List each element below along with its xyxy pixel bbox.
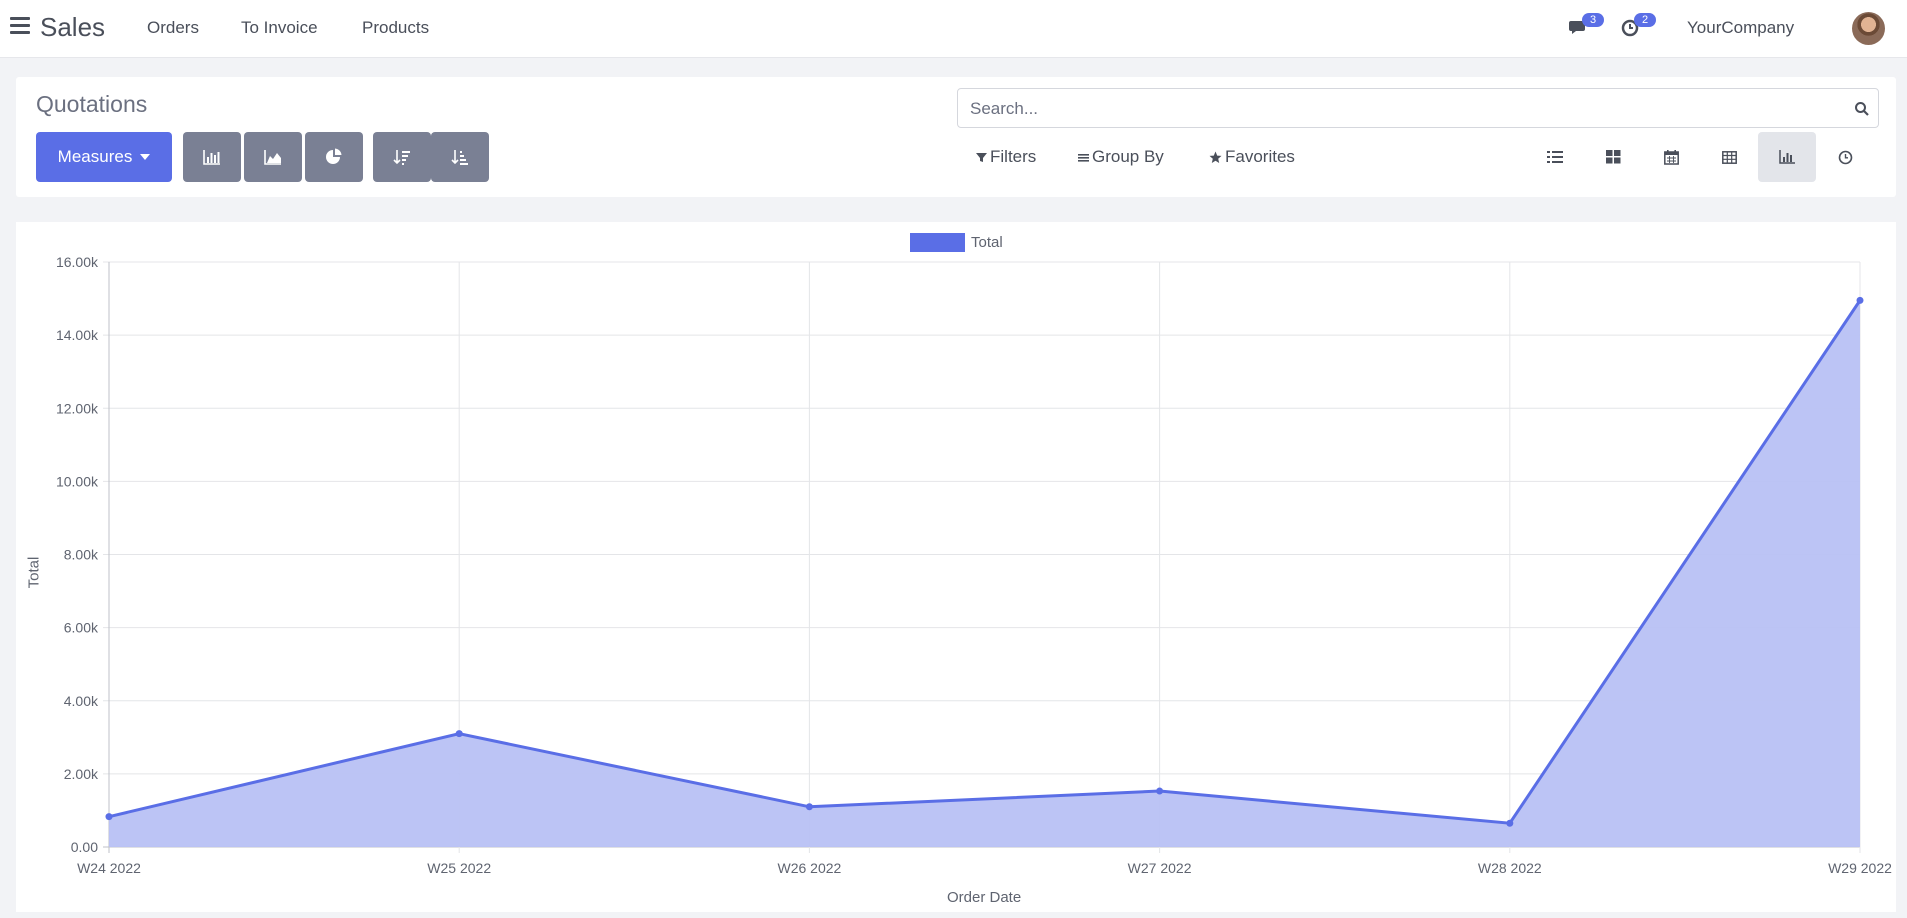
graph-view-icon [1779,150,1795,164]
messages-count-badge: 3 [1582,13,1604,27]
clock-view-icon [1838,150,1852,164]
app-title[interactable]: Sales [40,12,106,42]
search-bar [957,88,1879,129]
nav-link-orders[interactable]: Orders [147,18,199,37]
search-icon[interactable] [1854,101,1870,117]
legend-label-total[interactable]: Total [971,234,1003,251]
y-tick-label: 16.00k [56,254,99,270]
filters-label: Filters [990,147,1037,166]
y-tick-label: 10.00k [56,473,99,489]
measures-label: Measures [57,147,133,166]
calendar-view-icon [1663,149,1679,165]
legend-swatch-total[interactable] [910,233,965,252]
y-axis-label-wrap: Total [25,552,48,592]
data-point[interactable] [805,803,813,811]
nav-link-products[interactable]: Products [362,18,430,37]
control-panel: Quotations Measures [16,77,1896,197]
chat-icon [1569,21,1585,34]
y-tick-label: 4.00k [64,693,99,709]
activities-button[interactable]: 2 [1620,13,1656,40]
view-pivot-button[interactable] [1700,132,1758,182]
y-axis-label: Total [25,556,43,589]
measures-dropdown-button[interactable]: Measures [36,132,172,182]
bar-chart-icon [203,150,220,165]
y-tick-label: 8.00k [64,547,99,563]
star-icon [1209,151,1222,163]
list-view-icon [1547,151,1563,163]
data-point[interactable] [1506,819,1514,827]
x-tick-label: W26 2022 [777,860,841,876]
data-point[interactable] [455,730,463,738]
activities-count-badge: 2 [1634,13,1656,27]
sort-desc-icon [393,150,410,165]
view-graph-button[interactable] [1758,132,1816,182]
caret-down-icon [140,154,151,160]
data-point[interactable] [1156,787,1164,795]
y-tick-label: 2.00k [64,766,99,782]
group-by-label: Group By [1092,147,1164,166]
table-view-icon [1721,150,1737,164]
hamburger-menu-icon[interactable] [10,17,30,35]
top-navbar: Sales Orders To Invoice Products 3 2 You… [0,0,1907,58]
y-tick-label: 6.00k [64,620,99,636]
view-list-button[interactable] [1526,132,1584,182]
data-point[interactable] [105,813,113,821]
search-input[interactable] [968,89,1832,129]
nav-link-to-invoice[interactable]: To Invoice [241,18,318,37]
line-chart-button[interactable] [244,132,302,182]
filter-icon [976,152,987,162]
x-tick-label: W27 2022 [1128,860,1192,876]
favorites-dropdown[interactable]: Favorites [1209,147,1295,167]
filters-dropdown[interactable]: Filters [976,147,1036,167]
x-axis-label: Order Date [947,889,1022,906]
favorites-label: Favorites [1225,147,1295,166]
sort-descending-button[interactable] [373,132,431,182]
x-tick-label: W25 2022 [427,860,491,876]
series-line-total [108,299,1862,825]
bar-chart-button[interactable] [183,132,241,182]
user-avatar[interactable] [1852,12,1885,45]
page-title: Quotations [36,91,148,117]
area-chart-icon [264,150,281,165]
y-tick-label: 12.00k [56,400,99,416]
company-switcher[interactable]: YourCompany [1687,18,1795,37]
view-activity-button[interactable] [1816,132,1874,182]
list-lines-icon [1078,153,1089,162]
graph-view: Total 0.00 2.00k 4.00k 6.00k 8.00k 10.00k 12.0… [16,222,1896,912]
x-tick-label: W24 2022 [77,860,141,876]
x-tick-label: W29 2022 [1828,860,1892,876]
group-by-dropdown[interactable]: Group By [1078,147,1164,167]
sort-asc-icon [451,150,468,165]
messages-button[interactable]: 3 [1568,13,1604,40]
y-tick-label: 0.00 [71,839,98,855]
pie-chart-icon [326,148,342,164]
series-area-total [109,300,1860,847]
y-tick-label: 14.00k [56,327,99,343]
clock-icon [1621,19,1639,37]
data-point[interactable] [1856,296,1864,304]
area-chart: 0.00 2.00k 4.00k 6.00k 8.00k 10.00k 12.00k 14.0… [56,254,1892,876]
view-calendar-button[interactable] [1642,132,1700,182]
pie-chart-button[interactable] [305,132,363,182]
view-kanban-button[interactable] [1584,132,1642,182]
x-tick-label: W28 2022 [1478,860,1542,876]
kanban-view-icon [1605,150,1620,164]
sort-ascending-button[interactable] [431,132,489,182]
